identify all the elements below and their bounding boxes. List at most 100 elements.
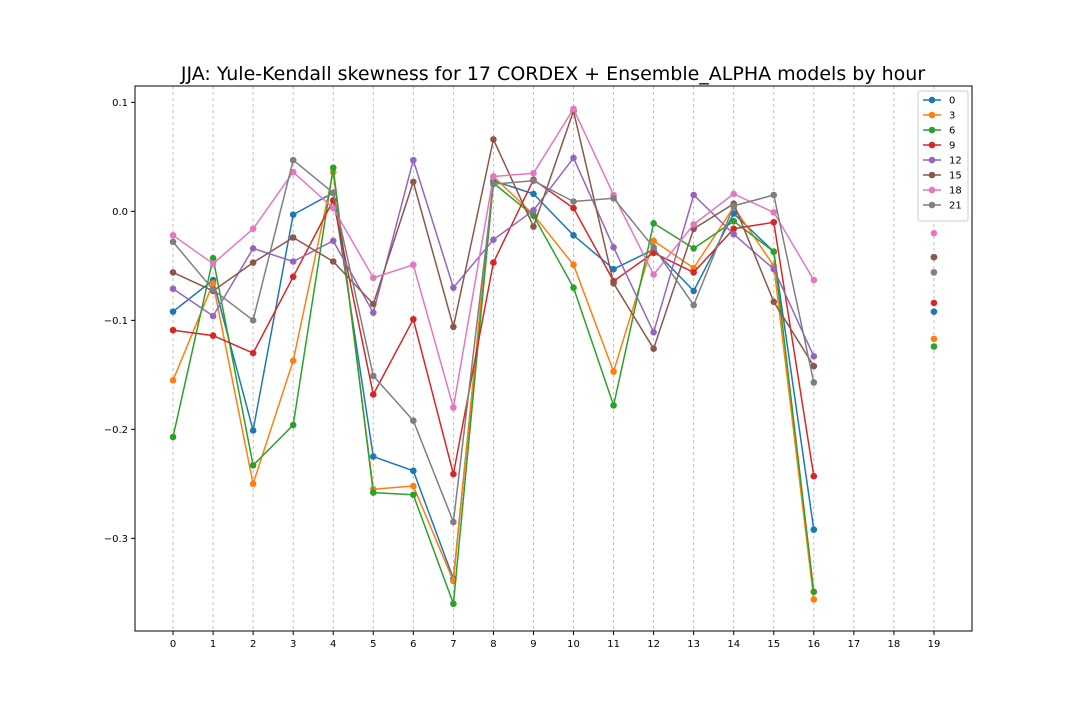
x-tick-label: 4	[330, 639, 336, 650]
series-line	[173, 172, 934, 599]
data-point	[169, 238, 177, 246]
data-point	[810, 526, 818, 533]
data-point	[570, 154, 577, 162]
data-point	[650, 329, 657, 336]
data-point	[369, 391, 377, 398]
legend-label: 6	[949, 126, 955, 137]
data-point	[410, 315, 417, 323]
data-point	[169, 269, 177, 276]
data-point	[730, 190, 738, 198]
data-point	[570, 232, 577, 239]
data-point	[249, 427, 257, 434]
x-tick-label: 18	[888, 639, 901, 650]
x-axis: 0 1 2 3 4 5 6 7 8 9 10 11 12 13 14 15 16 17 18 19	[170, 631, 940, 650]
data-point	[329, 237, 337, 245]
data-point	[570, 261, 577, 269]
data-point	[169, 232, 177, 239]
data-point	[610, 279, 617, 287]
data-point	[450, 404, 457, 411]
legend-label: 9	[949, 141, 955, 152]
legend-item: 0	[923, 96, 955, 107]
data-point	[610, 194, 617, 202]
legend-label: 0	[949, 96, 955, 107]
data-point	[450, 323, 457, 331]
data-point	[570, 198, 577, 205]
data-point	[610, 265, 617, 273]
data-point	[249, 259, 257, 266]
data-point	[570, 204, 577, 212]
data-point	[490, 136, 497, 143]
data-point	[169, 285, 177, 293]
legend-marker	[928, 126, 936, 134]
x-tick-label: 8	[490, 639, 496, 650]
data-point	[570, 284, 577, 291]
data-point	[249, 462, 257, 469]
data-point	[169, 326, 177, 334]
data-point	[490, 236, 497, 243]
data-point	[810, 353, 818, 360]
plot-area	[134, 85, 973, 632]
data-point	[369, 309, 377, 317]
x-tick-label: 0	[170, 639, 176, 650]
data-point	[289, 357, 297, 364]
data-point	[249, 245, 257, 252]
data-point	[530, 190, 537, 198]
data-point	[410, 482, 417, 490]
data-point	[650, 249, 657, 257]
data-point	[249, 317, 257, 324]
legend-label: 21	[949, 201, 962, 212]
data-point	[329, 258, 337, 265]
data-point	[810, 588, 818, 596]
y-tick-label: −0.1	[104, 316, 128, 327]
data-point	[329, 204, 337, 212]
data-point	[930, 299, 938, 307]
data-point	[730, 230, 738, 238]
data-point	[770, 298, 778, 306]
data-point	[369, 489, 377, 496]
legend-item: 9	[923, 141, 955, 152]
data-point	[289, 156, 297, 164]
data-point	[209, 286, 217, 294]
x-tick-label: 2	[250, 639, 256, 650]
data-point	[610, 244, 617, 251]
data-point	[450, 600, 457, 608]
legend-item: 21	[923, 201, 962, 212]
legend-marker	[928, 96, 936, 104]
data-point	[209, 254, 217, 262]
series-line	[173, 158, 934, 356]
data-point	[169, 433, 177, 441]
data-point	[289, 258, 297, 265]
data-point	[369, 372, 377, 380]
series-6	[169, 164, 938, 608]
x-tick-label: 16	[807, 639, 820, 650]
legend-label: 3	[949, 111, 955, 122]
legend-label: 15	[949, 171, 962, 182]
legend-item: 18	[923, 186, 962, 197]
series-3	[169, 168, 938, 603]
data-point	[410, 467, 417, 475]
x-tick-label: 17	[847, 639, 860, 650]
data-point	[369, 453, 377, 460]
legend-marker	[928, 156, 936, 164]
data-point	[770, 191, 778, 199]
data-point	[730, 202, 738, 210]
data-point	[530, 223, 537, 230]
series-line	[173, 168, 934, 604]
data-point	[930, 308, 938, 315]
legend-item: 12	[923, 156, 962, 167]
x-tick-label: 13	[687, 639, 700, 650]
data-point	[369, 274, 377, 282]
data-point	[770, 265, 778, 273]
data-point	[249, 225, 257, 233]
data-point	[650, 220, 657, 227]
series-18	[169, 105, 938, 411]
data-point	[209, 332, 217, 339]
data-point	[730, 225, 738, 233]
data-point	[610, 368, 617, 375]
data-point	[289, 273, 297, 281]
chart-title: JJA: Yule-Kendall skewness for 17 CORDEX…	[180, 63, 925, 85]
legend-marker	[928, 201, 936, 209]
series-0	[169, 177, 938, 582]
y-tick-label: −0.3	[104, 534, 128, 545]
data-point	[810, 276, 818, 284]
